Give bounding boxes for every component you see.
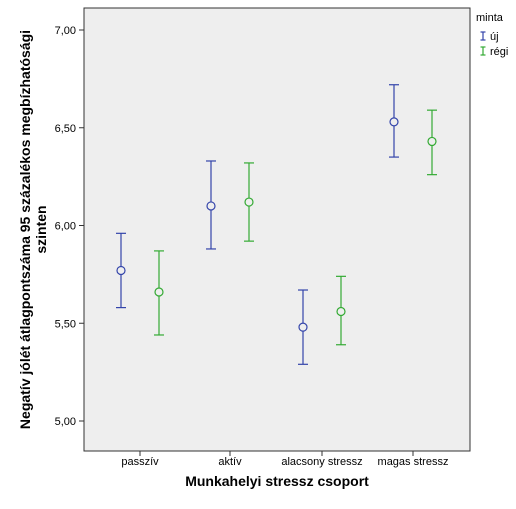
error-bar bbox=[244, 162, 254, 242]
mean-marker bbox=[154, 287, 164, 297]
legend-item: régi bbox=[480, 46, 508, 58]
y-tick-label: 6,50 bbox=[55, 123, 76, 135]
y-axis-label-line: Negatív jólét átlagpontszáma 95 százalék… bbox=[17, 30, 33, 429]
y-axis-label: Negatív jólét átlagpontszáma 95 százalék… bbox=[17, 30, 49, 429]
error-bar bbox=[206, 160, 216, 250]
legend-label: régi bbox=[490, 46, 508, 58]
x-tick-label: aktív bbox=[218, 456, 242, 468]
series-2 bbox=[154, 109, 437, 346]
mean-marker bbox=[389, 117, 399, 127]
mean-marker bbox=[336, 306, 346, 317]
x-tick-label: magas stressz bbox=[378, 456, 449, 468]
y-axis: 5,00 5,50 6,00 6,50 7,00 bbox=[55, 25, 84, 428]
error-bar bbox=[298, 289, 308, 365]
mean-marker bbox=[206, 201, 216, 211]
legend: minta új régi bbox=[476, 12, 508, 58]
y-tick-label: 6,00 bbox=[55, 221, 76, 233]
legend-item: új bbox=[480, 31, 499, 43]
legend-title: minta bbox=[476, 12, 504, 24]
legend-label: új bbox=[490, 31, 499, 43]
mean-marker bbox=[116, 265, 126, 276]
error-bar bbox=[427, 109, 437, 176]
error-bar bbox=[154, 250, 164, 336]
plot-area bbox=[83, 7, 471, 452]
y-tick-label: 5,00 bbox=[55, 416, 76, 428]
series-1 bbox=[116, 84, 399, 365]
y-tick-label: 7,00 bbox=[55, 25, 76, 37]
x-tick-label: passzív bbox=[121, 456, 159, 468]
mean-marker bbox=[427, 136, 437, 147]
x-axis: passzív aktív alacsony stressz magas stress… bbox=[121, 451, 448, 468]
error-bar bbox=[389, 84, 399, 158]
error-bar bbox=[336, 275, 346, 346]
mean-marker bbox=[244, 197, 254, 207]
mean-marker bbox=[298, 322, 308, 332]
x-tick-label: alacsony stressz bbox=[281, 456, 362, 468]
error-bar bbox=[116, 232, 126, 309]
x-axis-label: Munkahelyi stressz csoport bbox=[185, 473, 369, 489]
data-marks bbox=[116, 84, 437, 365]
y-axis-label-line: szinten bbox=[33, 205, 49, 253]
y-tick-label: 5,50 bbox=[55, 318, 76, 330]
